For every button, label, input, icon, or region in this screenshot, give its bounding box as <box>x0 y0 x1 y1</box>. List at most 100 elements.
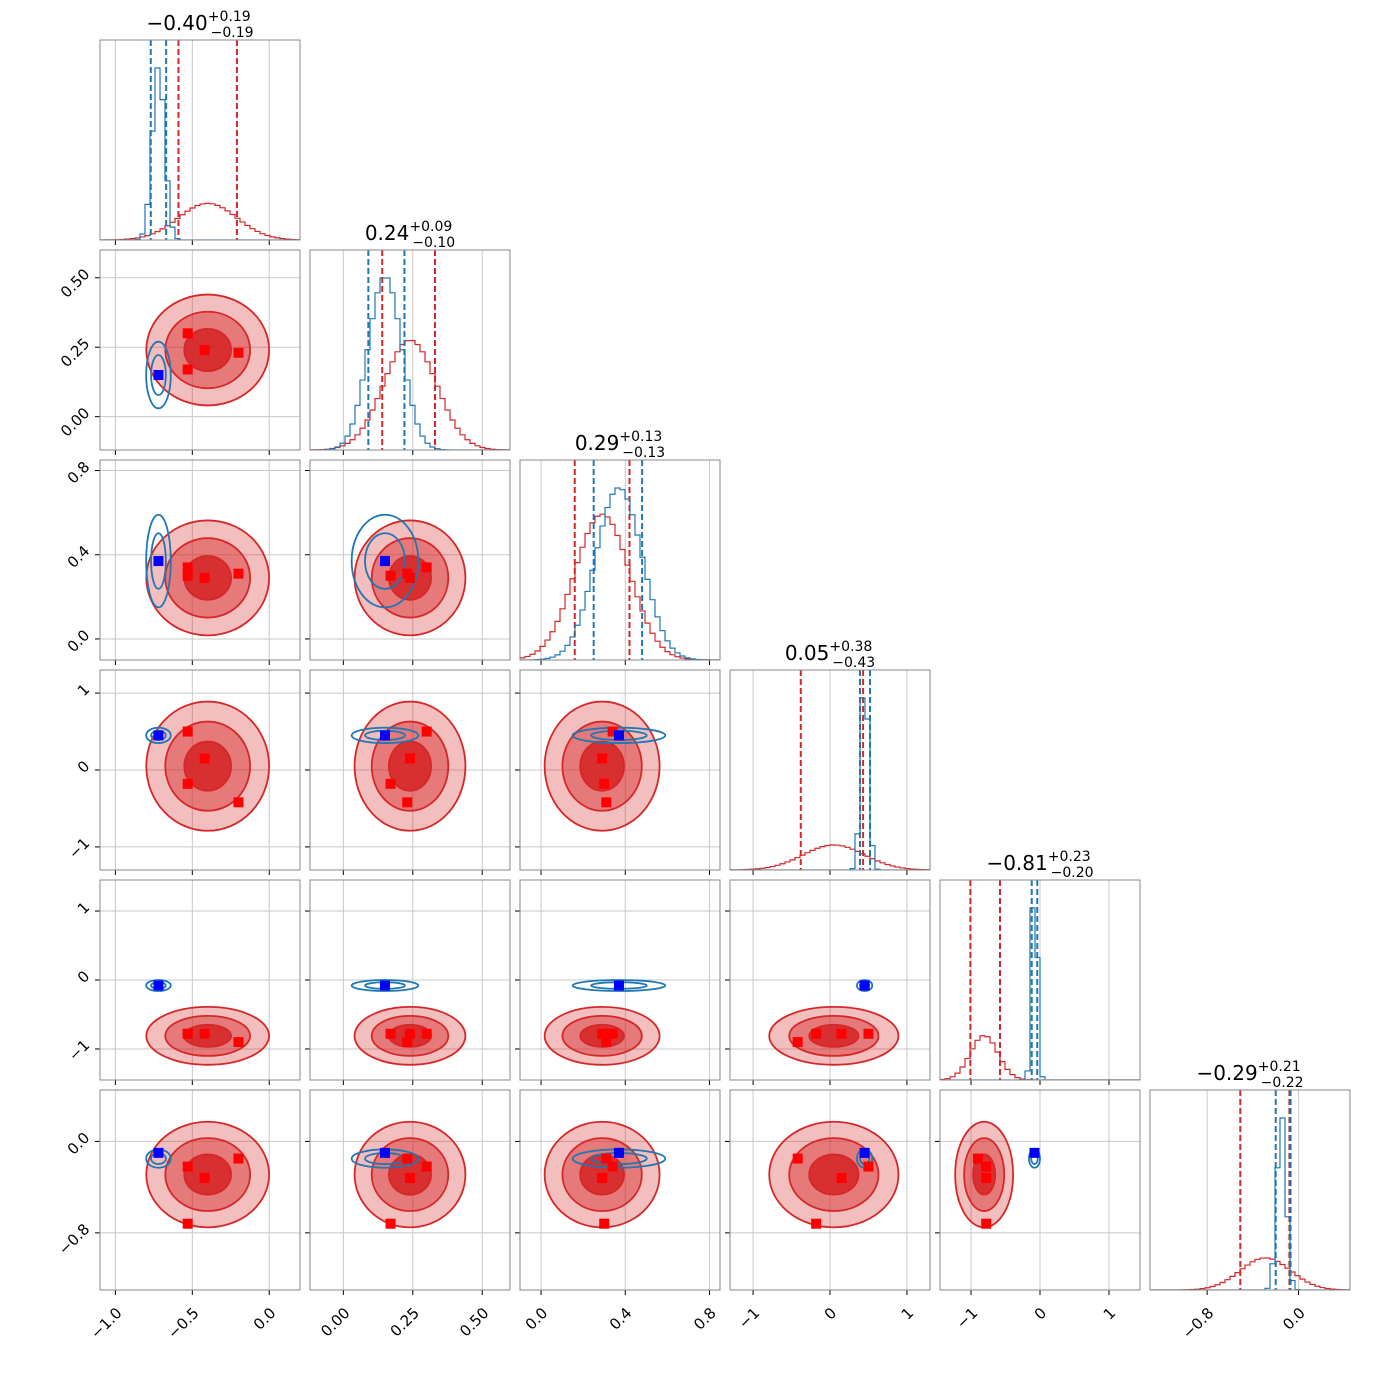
marker <box>153 1147 164 1158</box>
histogram <box>100 202 300 240</box>
x-tick-label: 0.0 <box>1279 1304 1309 1334</box>
panel <box>730 880 930 1080</box>
contour-line <box>856 979 874 992</box>
histogram <box>100 67 300 240</box>
marker <box>233 1153 244 1164</box>
contour-line <box>364 532 406 590</box>
x-tick-label: 0.00 <box>317 1304 353 1340</box>
marker <box>599 778 610 789</box>
title-plus: +0.23 <box>1048 849 1091 865</box>
contour-line <box>150 354 167 396</box>
title-minus: −0.19 <box>211 25 254 41</box>
panel-frame <box>309 1089 511 1291</box>
contour-line <box>150 532 167 590</box>
panel-frame <box>99 249 301 451</box>
x-tick-label: 0 <box>1031 1304 1050 1323</box>
marker <box>380 730 390 741</box>
title-plus: +0.09 <box>409 219 452 235</box>
marker <box>597 1173 608 1183</box>
y-tick-label: 0 <box>74 757 93 776</box>
histogram <box>940 1035 1140 1080</box>
y-tick-label: −0.8 <box>55 1220 93 1258</box>
x-tick-label: −1 <box>735 1304 763 1332</box>
marker <box>421 1161 432 1172</box>
marker <box>859 980 870 991</box>
panel-title: 0.05+0.38 −0.43 <box>785 639 875 671</box>
marker <box>153 730 164 741</box>
marker <box>613 980 624 991</box>
histogram <box>520 487 720 660</box>
panel-frame <box>309 459 511 661</box>
panel-frame <box>519 669 721 871</box>
marker <box>182 570 193 581</box>
panel <box>940 1090 1140 1290</box>
marker <box>380 1147 390 1158</box>
title-median: 0.24 <box>365 221 410 245</box>
marker <box>153 556 164 567</box>
contour-fill <box>387 740 433 792</box>
title-plus: +0.13 <box>619 429 662 445</box>
panel-title: −0.81+0.23 −0.20 <box>986 849 1093 881</box>
marker <box>601 1037 612 1048</box>
panel-frame <box>519 1089 721 1291</box>
panel <box>100 250 300 450</box>
panel-frame <box>99 1089 301 1291</box>
marker <box>981 1218 992 1229</box>
histogram <box>730 844 930 870</box>
marker <box>607 1161 618 1172</box>
histogram <box>1150 1257 1350 1290</box>
panel <box>310 250 510 450</box>
marker <box>199 572 210 583</box>
y-tick-label: −1 <box>65 834 93 862</box>
marker <box>863 1028 874 1039</box>
panel-frame <box>99 39 301 241</box>
x-tick-label: 0 <box>821 1304 840 1323</box>
x-tick-label: −1.0 <box>87 1304 125 1342</box>
panel <box>100 40 300 240</box>
marker <box>811 1218 822 1229</box>
contour-line <box>145 726 172 744</box>
panel-frame <box>939 879 1141 1081</box>
y-tick-label: 0.0 <box>64 1129 94 1159</box>
panel <box>100 670 300 870</box>
marker <box>981 1161 992 1172</box>
x-tick-label: −0.8 <box>1179 1304 1217 1342</box>
contour-fill <box>808 1153 860 1196</box>
marker <box>792 1037 803 1048</box>
marker <box>153 980 164 991</box>
marker <box>402 1153 413 1164</box>
marker <box>233 568 244 579</box>
title-median: −0.81 <box>986 851 1047 875</box>
y-tick-label: 0.25 <box>57 334 93 370</box>
marker <box>199 753 210 764</box>
x-tick-label: −0.5 <box>164 1304 202 1342</box>
marker <box>182 562 193 573</box>
marker <box>599 1218 610 1229</box>
title-minus: −0.22 <box>1261 1075 1304 1091</box>
title-minus: −0.20 <box>1051 865 1094 881</box>
y-tick-label: 1 <box>74 898 93 917</box>
marker <box>601 797 612 808</box>
contour-line <box>145 340 172 410</box>
panel <box>310 1090 510 1290</box>
marker <box>421 1028 432 1039</box>
x-tick-label: −1 <box>953 1304 981 1332</box>
marker <box>153 370 164 380</box>
panel <box>100 1090 300 1290</box>
y-tick-label: 0.00 <box>57 404 93 440</box>
marker <box>402 797 413 808</box>
marker <box>199 1173 210 1183</box>
contour-line <box>350 726 420 744</box>
contour-line <box>350 513 420 609</box>
panel <box>100 460 300 660</box>
panel <box>730 1090 930 1290</box>
marker <box>811 1028 822 1039</box>
marker <box>385 1218 396 1229</box>
marker <box>385 570 396 581</box>
x-tick-label: 0.50 <box>456 1304 492 1340</box>
x-tick-label: 0.25 <box>387 1304 423 1340</box>
contour-line <box>145 979 172 992</box>
panel-frame <box>309 879 511 1081</box>
histogram <box>310 340 510 450</box>
